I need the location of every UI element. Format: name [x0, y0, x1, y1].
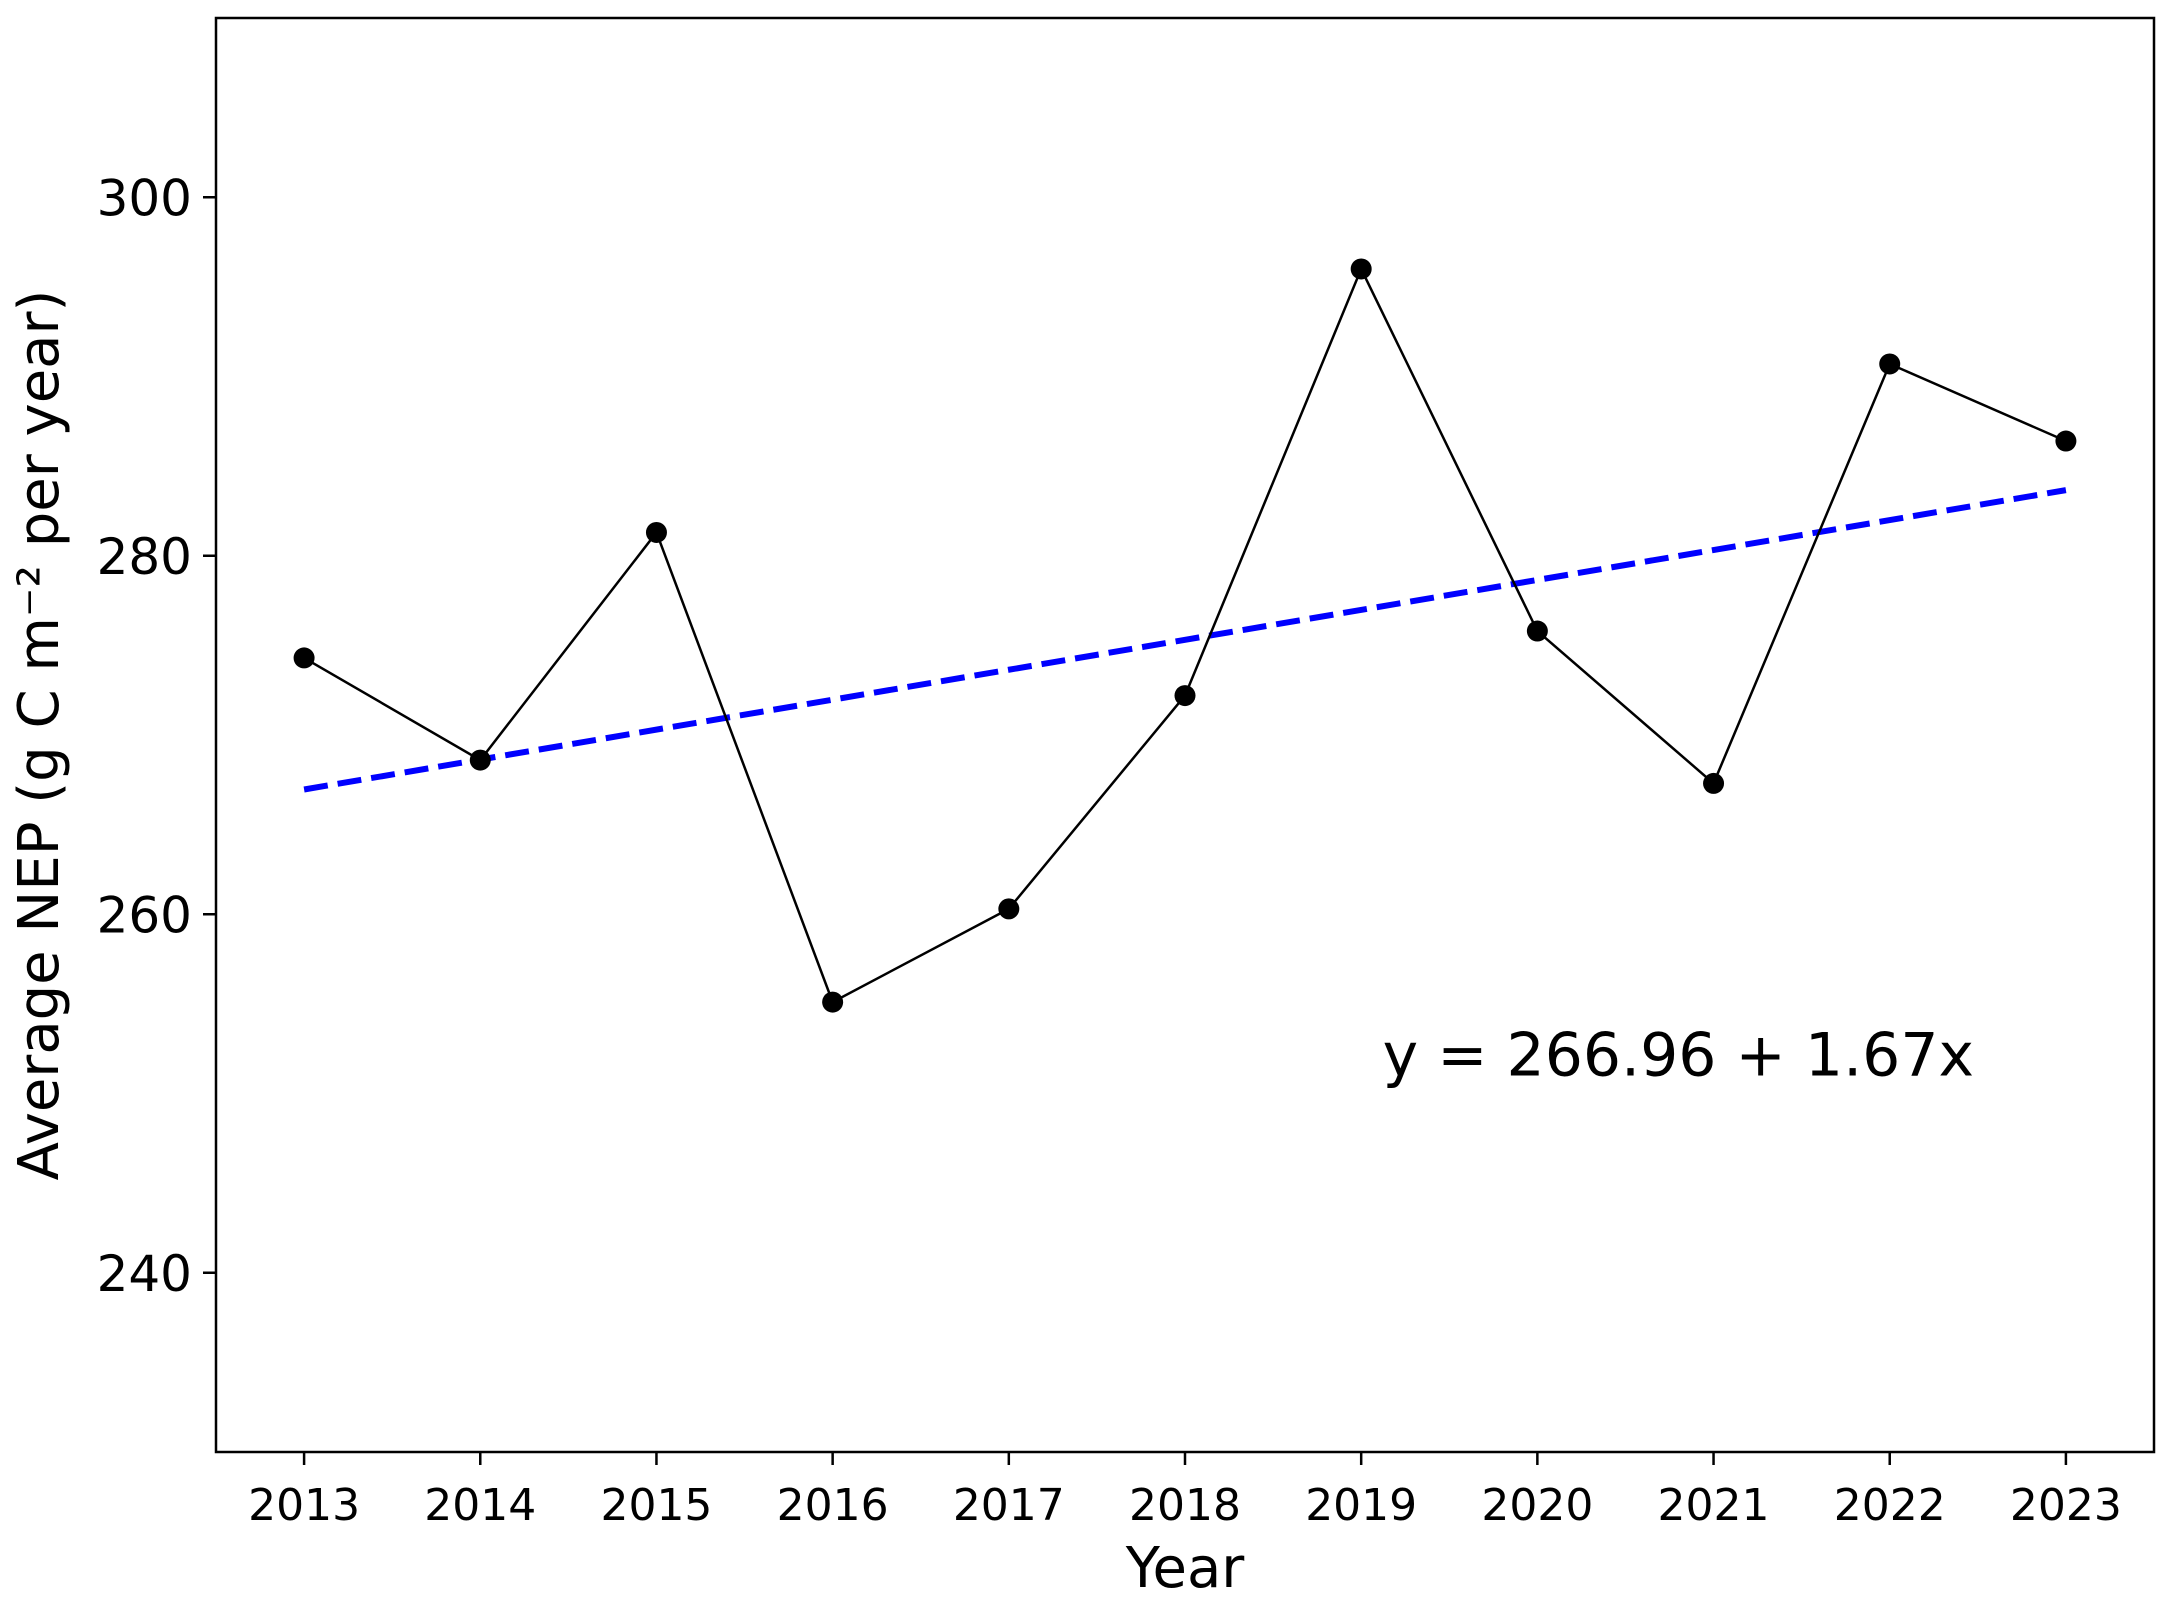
data-point-2021 — [1703, 772, 1725, 794]
x-tick-label-2019: 2019 — [1305, 1480, 1417, 1531]
y-tick-label-300: 300 — [97, 169, 192, 227]
text-layer: 2013 2014 2015 2016 2017 2018 2019 2020 2021 2022… — [7, 169, 2122, 1601]
x-tick-label-2023: 2023 — [2010, 1480, 2122, 1531]
y-tick-label-260: 260 — [97, 886, 192, 944]
axes-layer — [203, 16, 2156, 1465]
data-point-2015 — [645, 521, 667, 543]
x-tick-label-2022: 2022 — [1834, 1480, 1946, 1531]
y-axis-title: Average NEP (g C m⁻² per year) — [7, 290, 72, 1181]
data-point-2023 — [2055, 430, 2077, 452]
x-tick-label-2018: 2018 — [1129, 1480, 1241, 1531]
x-tick-label-2015: 2015 — [600, 1480, 712, 1531]
data-point-2016 — [822, 991, 844, 1013]
x-axis-title: Year — [1125, 1536, 1246, 1598]
data-point-2020 — [1526, 620, 1548, 642]
regression-equation: y = 266.96 + 1.67x — [1383, 1021, 1974, 1091]
data-point-2013 — [293, 647, 315, 669]
data-point-2014 — [469, 749, 491, 771]
data-point-2018 — [1174, 685, 1196, 707]
data-point-2019 — [1350, 258, 1372, 280]
x-tick-label-2013: 2013 — [248, 1480, 360, 1531]
series-layer — [293, 258, 2077, 1013]
x-tick-label-2016: 2016 — [777, 1480, 889, 1531]
trend-line — [303, 487, 2067, 793]
y-tick-label-280: 280 — [97, 528, 192, 586]
x-tick-label-2021: 2021 — [1658, 1480, 1770, 1531]
x-tick-label-2014: 2014 — [424, 1480, 536, 1531]
x-tick-label-2020: 2020 — [1481, 1480, 1593, 1531]
data-point-2022 — [1879, 353, 1901, 375]
data-point-2017 — [998, 898, 1020, 920]
x-tick-label-2017: 2017 — [953, 1480, 1065, 1531]
y-tick-label-240: 240 — [97, 1245, 192, 1303]
trend-layer — [303, 487, 2067, 793]
